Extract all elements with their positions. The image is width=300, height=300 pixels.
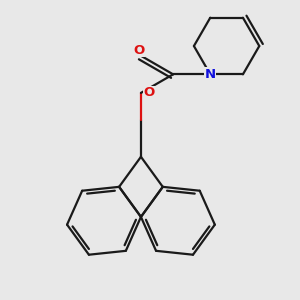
- Text: N: N: [205, 68, 216, 81]
- Text: O: O: [133, 44, 144, 57]
- Text: O: O: [143, 86, 155, 99]
